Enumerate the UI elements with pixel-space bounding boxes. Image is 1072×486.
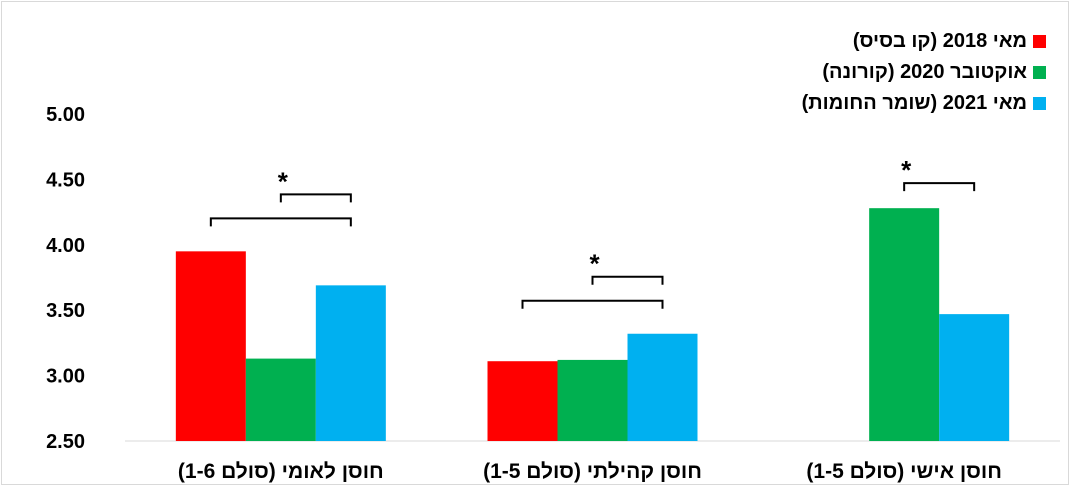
legend-item-october-2020: אוקטובר 2020 (קורונה) [802, 57, 1046, 88]
legend-item-may-2018: מאי 2018 (קו בסיס) [802, 26, 1046, 57]
y-tick-label: 4.50 [46, 169, 85, 191]
y-tick-label: 3.00 [46, 366, 85, 388]
x-category-label: חוסן קהילתי (סולם 1-5) [483, 460, 702, 483]
significance-bracket [281, 194, 351, 202]
significance-bracket [211, 218, 351, 226]
significance-star: * [901, 155, 912, 185]
legend: מאי 2018 (קו בסיס) אוקטובר 2020 (קורונה)… [802, 26, 1046, 119]
bar-green [869, 208, 939, 441]
significance-star: * [278, 166, 289, 196]
y-tick-label: 2.50 [46, 431, 85, 453]
bar-red [176, 251, 246, 441]
significance-bracket [593, 277, 663, 285]
bar-blue [939, 314, 1009, 441]
y-tick-label: 5.00 [46, 104, 85, 126]
bar-green [246, 359, 316, 441]
significance-bracket [904, 183, 974, 191]
significance-bracket [523, 301, 663, 309]
bar-blue [316, 285, 386, 441]
y-tick-label: 4.00 [46, 235, 85, 257]
legend-label: מאי 2021 (שומר החומות) [802, 92, 1027, 115]
significance-star: * [589, 249, 600, 279]
x-category-label: חוסן לאומי (סולם 1-6) [178, 460, 384, 483]
bar-red [488, 361, 558, 441]
legend-item-may-2021: מאי 2021 (שומר החומות) [802, 88, 1046, 119]
legend-swatch-green [1033, 66, 1046, 79]
legend-swatch-blue [1033, 97, 1046, 110]
bar-green [558, 360, 628, 441]
legend-label: מאי 2018 (קו בסיס) [853, 30, 1027, 53]
y-tick-label: 3.50 [46, 300, 85, 322]
bar-blue [628, 334, 698, 441]
x-category-label: חוסן אישי (סולם 1-5) [806, 460, 1002, 483]
legend-label: אוקטובר 2020 (קורונה) [822, 61, 1027, 84]
legend-swatch-red [1033, 35, 1046, 48]
